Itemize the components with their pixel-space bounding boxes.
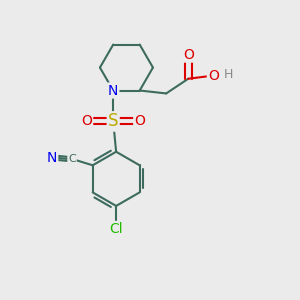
- Text: O: O: [81, 114, 92, 128]
- Text: N: N: [108, 83, 119, 98]
- Text: O: O: [134, 114, 145, 128]
- Text: Cl: Cl: [109, 222, 123, 236]
- Text: C: C: [68, 154, 76, 164]
- Text: S: S: [108, 112, 119, 130]
- Text: O: O: [208, 69, 219, 83]
- Text: O: O: [183, 48, 194, 62]
- Text: N: N: [47, 151, 57, 165]
- Text: H: H: [223, 68, 233, 81]
